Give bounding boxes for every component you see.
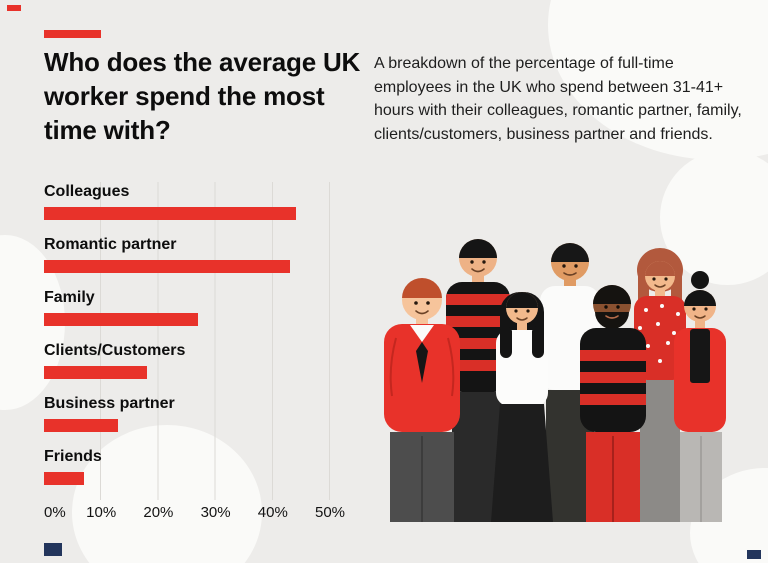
people-illustration — [384, 239, 726, 522]
bar — [44, 207, 296, 220]
page-title: Who does the average UK worker spend the… — [44, 47, 361, 145]
x-axis: 0% 10% 20% 30% 40% 50% — [44, 504, 345, 526]
bar-row: Colleagues — [44, 182, 330, 235]
person-red-cardigan-woman — [674, 271, 726, 522]
x-tick-label: 20% — [143, 504, 174, 521]
bar-row: Family — [44, 288, 330, 341]
description-text: A breakdown of the percentage of full-ti… — [374, 55, 742, 144]
x-tick-label: 40% — [257, 504, 288, 521]
bar-track — [44, 472, 330, 485]
bar-label: Colleagues — [44, 183, 130, 200]
bar-row: Friends — [44, 447, 330, 500]
x-tick-label: 50% — [314, 504, 346, 521]
bar-chart-rows: Colleagues Romantic partner Family Clients/… — [44, 182, 330, 500]
bar-label: Family — [44, 289, 95, 306]
bar-track — [44, 419, 330, 432]
bar — [44, 472, 85, 485]
corner-mark — [747, 550, 761, 559]
bar-row: Business partner — [44, 394, 330, 447]
bar — [44, 313, 199, 326]
person-red-sweater-man — [384, 278, 460, 522]
bar-track — [44, 207, 330, 220]
bar-label: Friends — [44, 448, 102, 465]
corner-mark — [7, 5, 21, 11]
person-black-sweater-man — [580, 285, 646, 522]
bar — [44, 366, 147, 379]
bar-label: Business partner — [44, 395, 175, 412]
bar-label: Clients/Customers — [44, 342, 186, 359]
bar-track — [44, 313, 330, 326]
bar-row: Romantic partner — [44, 235, 330, 288]
x-tick-label: 10% — [86, 504, 117, 521]
bar — [44, 260, 290, 273]
bar-label: Romantic partner — [44, 236, 177, 253]
bar — [44, 419, 119, 432]
corner-mark — [44, 543, 62, 556]
person-polka-dot-top-woman — [634, 248, 686, 522]
x-tick-label: 0% — [44, 504, 66, 521]
x-tick-label: 30% — [200, 504, 231, 521]
person-white-blouse-woman — [491, 292, 553, 522]
bar-track — [44, 366, 330, 379]
bar-chart: Colleagues Romantic partner Family Clients/… — [44, 182, 345, 526]
bar-row: Clients/Customers — [44, 341, 330, 394]
title-accent-bar — [44, 30, 101, 38]
bar-track — [44, 260, 330, 273]
